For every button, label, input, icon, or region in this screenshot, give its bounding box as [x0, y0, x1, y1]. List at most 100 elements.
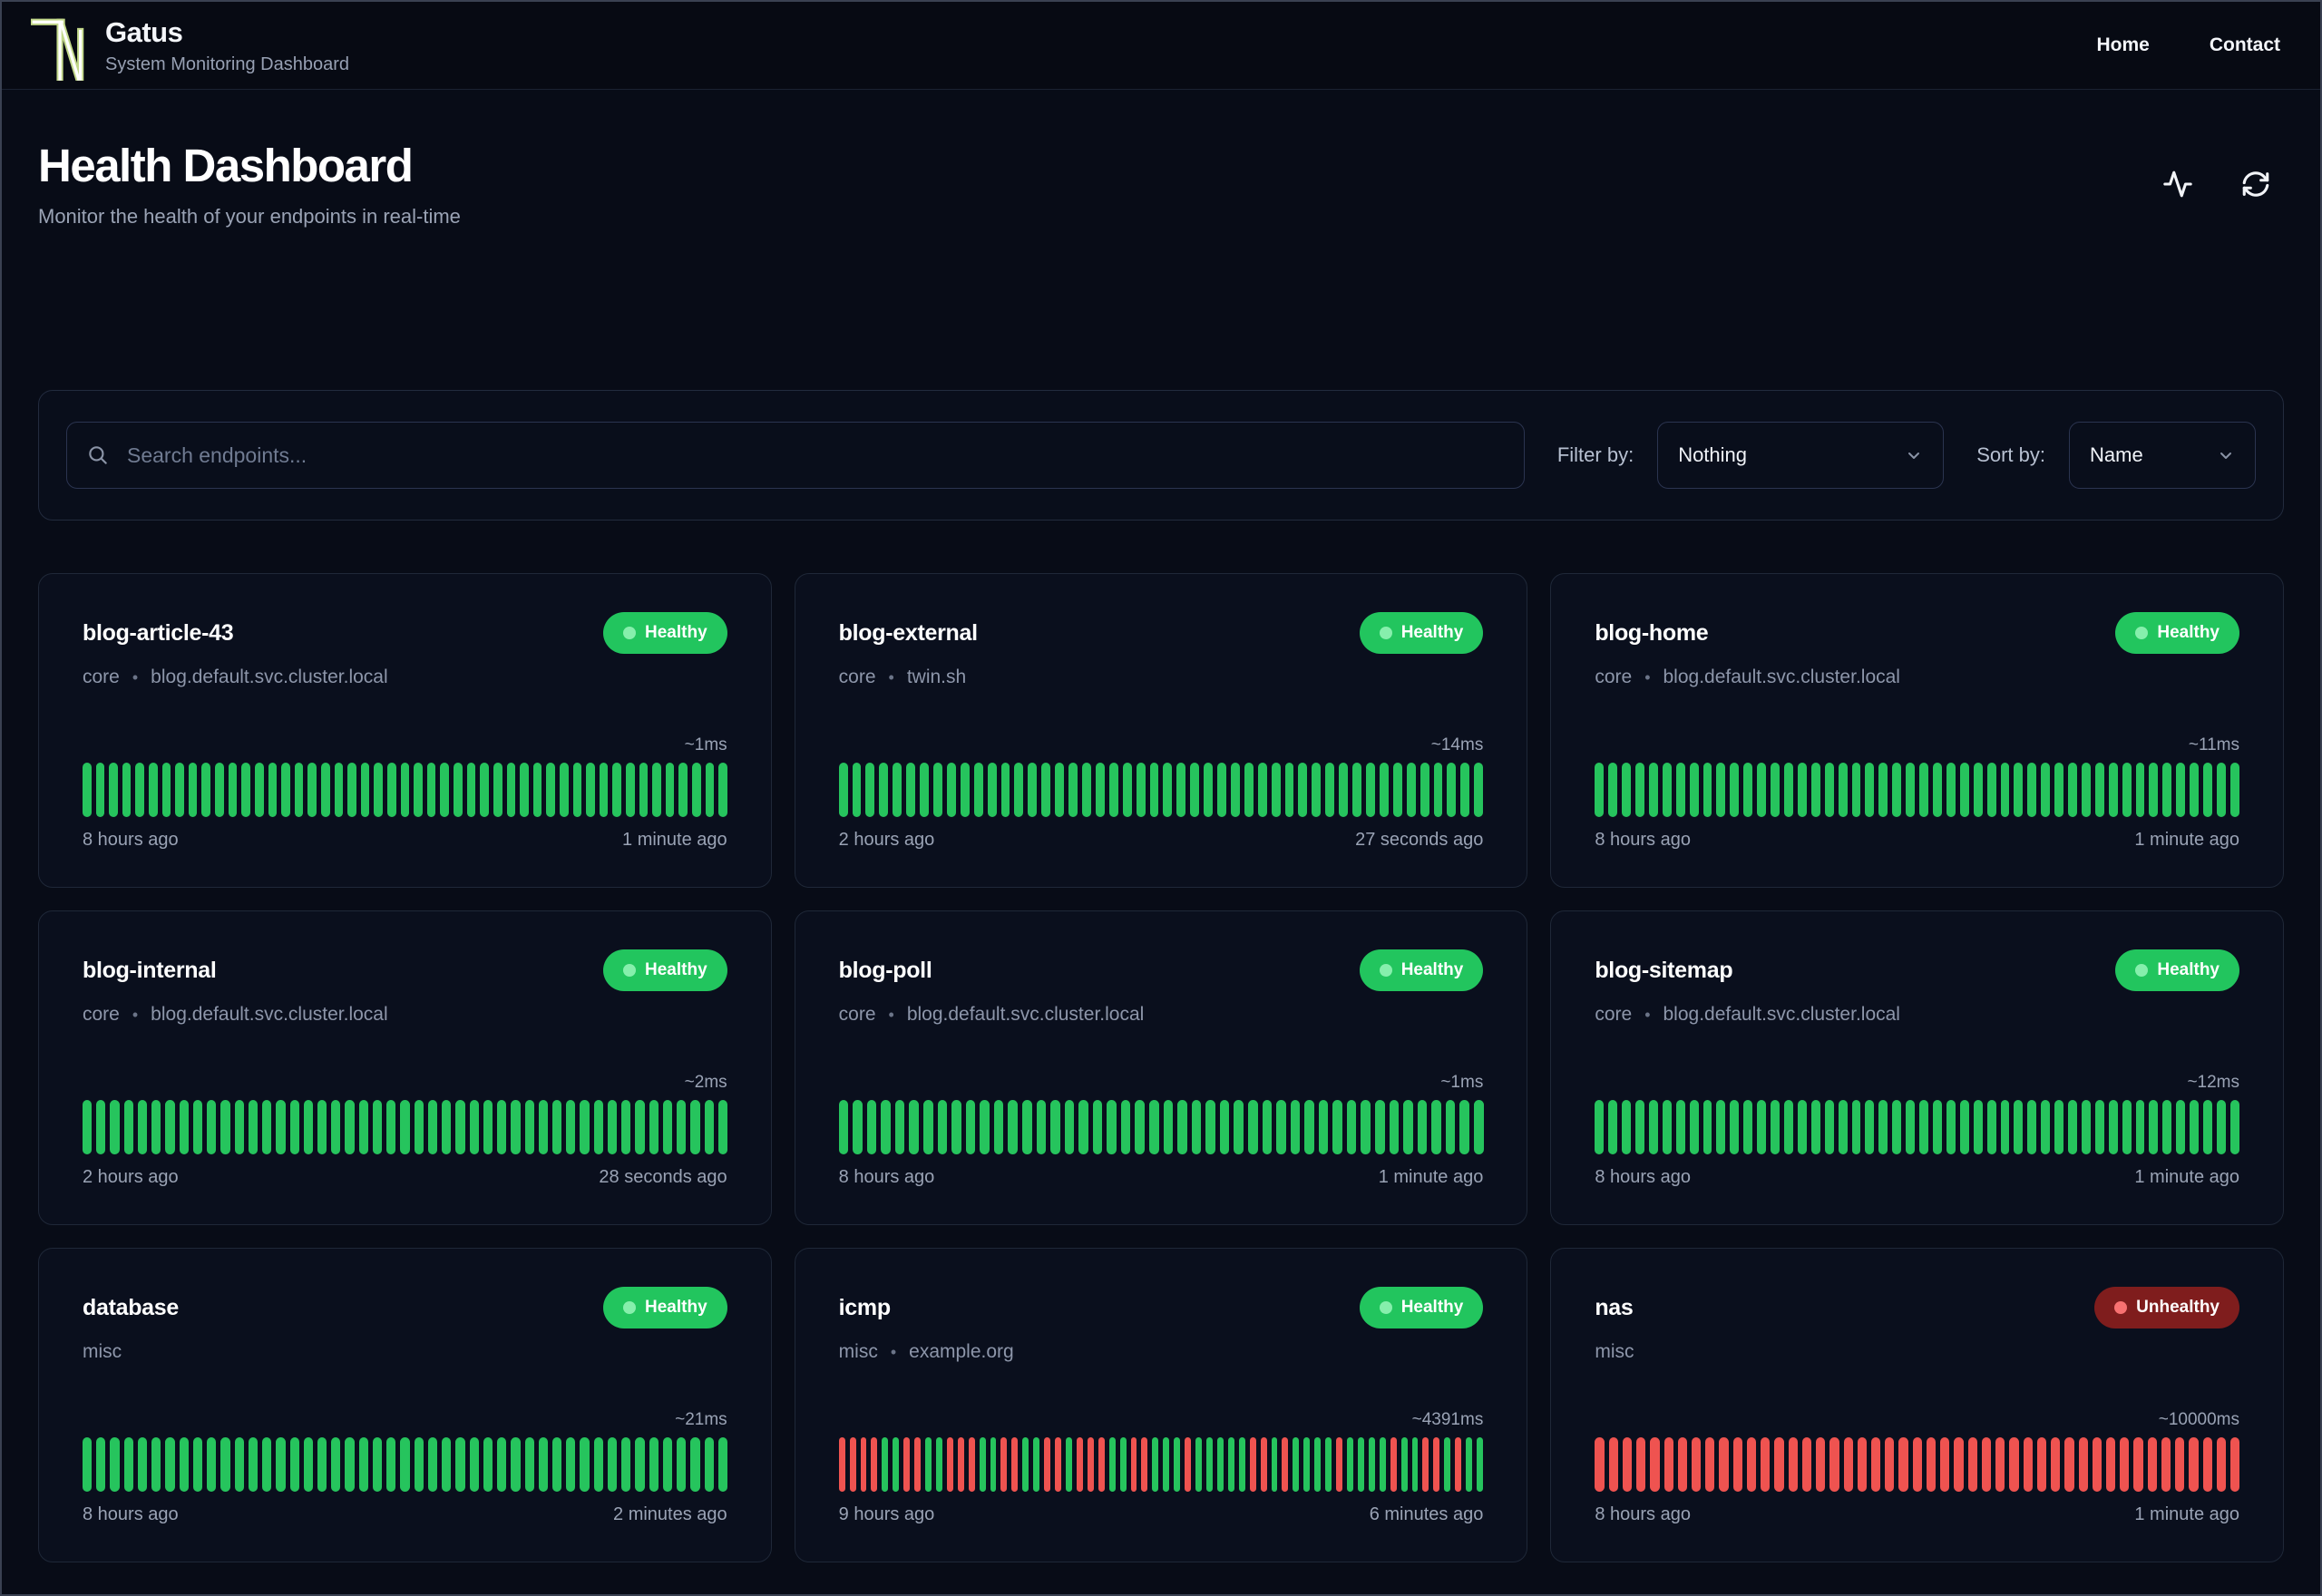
toolbar: Filter by: Nothing Sort by: Name [38, 390, 2284, 521]
health-bar-up [1108, 763, 1118, 817]
health-bar-up [678, 763, 688, 817]
health-bar-up [480, 763, 489, 817]
health-bar-up [1648, 763, 1658, 817]
health-bar-up [838, 1100, 849, 1154]
health-bar-up [1675, 1100, 1685, 1154]
endpoint-card[interactable]: blog-poll Healthy core • blog.default.sv… [794, 910, 1528, 1225]
status-label: Healthy [645, 1298, 707, 1317]
nav-link-home[interactable]: Home [2096, 34, 2150, 55]
health-bar-up [1375, 1100, 1385, 1154]
health-bar-up [2041, 763, 2051, 817]
health-bar-up [281, 763, 290, 817]
endpoint-card[interactable]: blog-sitemap Healthy core • blog.default… [1550, 910, 2284, 1225]
health-bar-down [1995, 1437, 2005, 1492]
health-bar-up [559, 763, 569, 817]
sort-select[interactable]: Name [2069, 422, 2256, 489]
history-end-time: 28 seconds ago [599, 1167, 727, 1187]
endpoint-target: blog.default.svc.cluster.local [151, 667, 388, 687]
endpoint-meta: core • blog.default.svc.cluster.local [1595, 667, 2239, 688]
health-bar-up [1608, 1100, 1618, 1154]
health-bar-up [2217, 1100, 2226, 1154]
health-bar-up [2054, 1100, 2064, 1154]
health-bar-up [524, 1100, 534, 1154]
health-bar-up [1743, 763, 1753, 817]
health-bar-up [1078, 1100, 1088, 1154]
health-bar-up [110, 1100, 120, 1154]
endpoint-card[interactable]: database Healthy misc ~21ms 8 hours ago … [38, 1248, 772, 1562]
health-bar-up [400, 1100, 410, 1154]
health-bar-up [1136, 763, 1146, 817]
health-bar-up [580, 1100, 590, 1154]
health-bar-up [2014, 763, 2024, 817]
health-bar-up [1000, 763, 1010, 817]
health-bar-down [1282, 1437, 1289, 1492]
health-bar-down [1249, 1437, 1256, 1492]
health-bar-up [677, 1437, 687, 1492]
health-bar-up [933, 763, 942, 817]
health-bar-up [83, 1437, 93, 1492]
health-bar-up [1276, 1100, 1286, 1154]
health-bar-up [607, 1100, 618, 1154]
health-bar-down [1422, 1437, 1429, 1492]
health-bar-up [1444, 1437, 1451, 1492]
health-bar-up [1318, 1100, 1329, 1154]
endpoint-card[interactable]: blog-internal Healthy core • blog.defaul… [38, 910, 772, 1225]
health-bar-up [1055, 763, 1065, 817]
health-bar-up [1119, 1437, 1127, 1492]
health-bar-up [1433, 763, 1443, 817]
health-bar-up [2176, 763, 2186, 817]
endpoint-card[interactable]: blog-article-43 Healthy core • blog.defa… [38, 573, 772, 888]
response-time: ~11ms [2188, 735, 2239, 754]
endpoint-card[interactable]: icmp Healthy misc • example.org ~4391ms … [794, 1248, 1528, 1562]
health-bar-up [1403, 1100, 1413, 1154]
endpoint-name: database [83, 1294, 179, 1320]
filter-select[interactable]: Nothing [1657, 422, 1945, 489]
health-bar-down [1011, 1437, 1019, 1492]
health-bar-down [914, 1437, 922, 1492]
refresh-icon[interactable] [2240, 169, 2271, 200]
health-bar-up [347, 763, 356, 817]
meta-separator-icon: • [888, 667, 894, 686]
health-bar-down [2078, 1437, 2088, 1492]
health-bar-up [639, 763, 649, 817]
health-bar-up [538, 1437, 548, 1492]
endpoint-name: blog-poll [838, 957, 932, 983]
health-bar-up [2081, 1100, 2091, 1154]
health-bar-up [960, 763, 970, 817]
health-bar-up [483, 1100, 493, 1154]
health-bar-up [294, 763, 304, 817]
search-icon [89, 446, 107, 464]
activity-icon[interactable] [2162, 169, 2193, 200]
uptime-history [83, 1437, 728, 1492]
health-bar-up [1919, 763, 1928, 817]
meta-separator-icon: • [1644, 667, 1651, 686]
health-bar-up [331, 1437, 341, 1492]
health-bar-up [386, 1100, 396, 1154]
health-bar-up [320, 763, 330, 817]
health-bar-up [705, 763, 715, 817]
brand-text: Gatus System Monitoring Dashboard [105, 16, 349, 75]
health-bar-up [1466, 1437, 1473, 1492]
health-bar-up [1824, 763, 1834, 817]
health-bar-up [1379, 763, 1389, 817]
status-dot-icon [1379, 1301, 1392, 1314]
health-bar-up [1021, 1100, 1032, 1154]
health-bar-down [1705, 1437, 1715, 1492]
status-dot-icon [1379, 964, 1392, 977]
status-badge: Healthy [1359, 949, 1484, 991]
health-bar-up [993, 1100, 1004, 1154]
search-input[interactable] [66, 422, 1525, 489]
endpoint-card[interactable]: blog-external Healthy core • twin.sh ~14… [794, 573, 1528, 888]
endpoint-card-footer: 8 hours ago 1 minute ago [1595, 830, 2239, 851]
endpoint-card[interactable]: blog-home Healthy core • blog.default.sv… [1550, 573, 2284, 888]
health-bar-down [849, 1437, 856, 1492]
endpoint-card[interactable]: nas Unhealthy misc ~10000ms 8 hours ago … [1550, 1248, 2284, 1562]
health-bar-up [920, 763, 929, 817]
health-bar-up [906, 763, 916, 817]
health-bar-up [1339, 763, 1349, 817]
health-bar-up [317, 1437, 327, 1492]
sort-select-value: Name [2090, 443, 2143, 466]
health-bar-up [268, 763, 278, 817]
nav-link-contact[interactable]: Contact [2209, 34, 2280, 55]
health-bar-up [532, 763, 542, 817]
